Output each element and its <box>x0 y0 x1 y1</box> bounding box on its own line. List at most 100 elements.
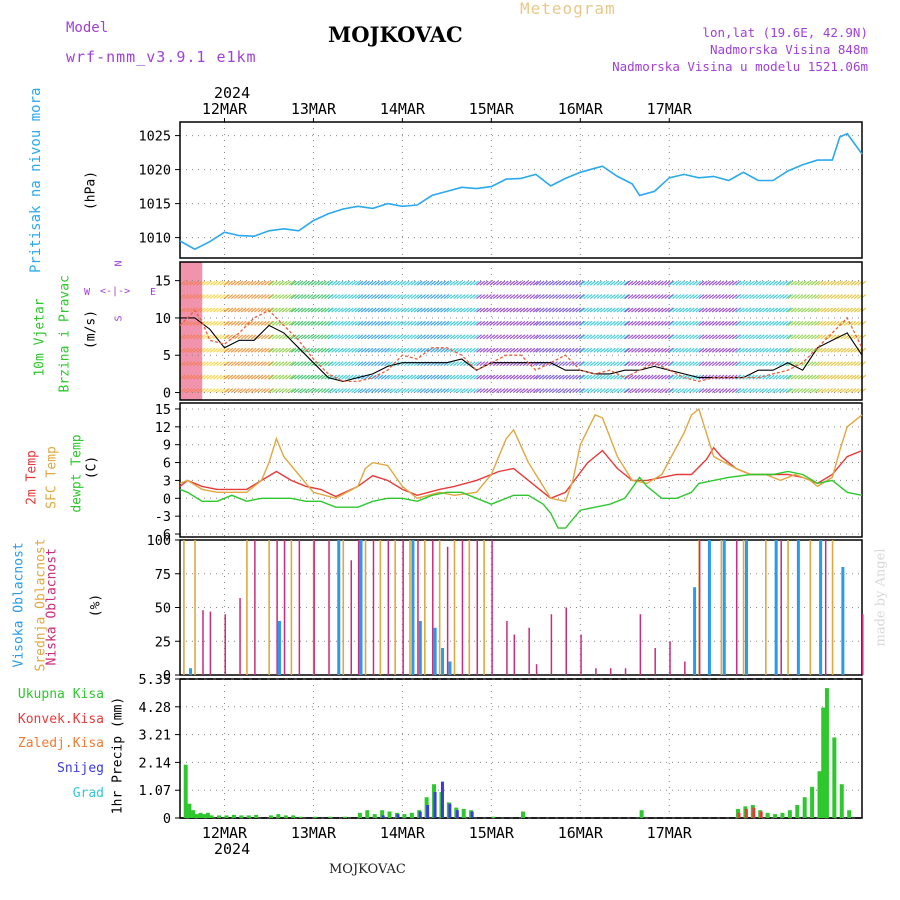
precip-bar-0-52 <box>817 771 822 818</box>
model-label: Model <box>66 20 109 36</box>
pressure-line <box>179 132 863 251</box>
day-label-top-2: 14MAR <box>380 100 426 118</box>
precip-bar-0-9 <box>224 815 229 818</box>
precip-bar-0-25 <box>380 810 385 818</box>
model-elevation-label: Nadmorska Visina u modelu 1521.06m <box>612 59 868 74</box>
station-title: MOJKOVAC <box>328 22 463 47</box>
panel-frame-temp <box>179 402 863 538</box>
precip-bar-0-11 <box>239 815 244 818</box>
ytick-label-pressure-0: 1010 <box>138 231 171 247</box>
ytick-label-cloud-2: 50 <box>155 601 171 617</box>
product-title: Meteogram <box>520 0 616 18</box>
cloud-bar-2-16 <box>432 540 434 675</box>
precip-bar-0-55 <box>832 737 837 818</box>
cloud-bar-1-20 <box>787 540 789 675</box>
year-bottom: 2024 <box>214 840 251 858</box>
ytick-label-precip-2: 2.14 <box>138 755 171 771</box>
cloud-bar-2-37 <box>780 540 782 675</box>
cloud-bar-2-33 <box>669 641 671 675</box>
cloud-bar-0-1 <box>277 621 281 675</box>
precip-bar-0-47 <box>780 812 785 818</box>
cloud-bar-2-26 <box>565 607 567 675</box>
ytick-label-wind-0: 0 <box>163 386 171 402</box>
precip-bar-0-19 <box>313 816 318 818</box>
precip-bar-0-45 <box>765 812 770 818</box>
day-label-top-0: 12MAR <box>202 100 248 118</box>
ytick-label-precip-1: 1.07 <box>138 783 171 799</box>
wind-barb-band-10 <box>535 280 585 394</box>
precip-bar-2-6 <box>448 803 452 818</box>
ytick-label-wind-3: 15 <box>155 274 171 290</box>
precip-bar-0-26 <box>387 811 392 818</box>
wind-barb-band-11 <box>579 280 630 394</box>
cloud-bar-1-17 <box>720 540 723 675</box>
cloud-bar-2-9 <box>328 540 330 675</box>
precip-bar-2-1 <box>396 814 400 818</box>
precip-bar-0-6 <box>205 812 210 818</box>
day-label-top-4: 16MAR <box>558 100 604 118</box>
wind-barb-band-1 <box>224 280 274 394</box>
precip-legend-snow: Snijeg <box>57 761 104 776</box>
cloud-bar-2-5 <box>276 540 278 675</box>
ytick-label-precip-4: 4.28 <box>138 700 171 716</box>
precip-bar-0-23 <box>365 810 370 818</box>
cloud-bar-0-10 <box>707 540 711 675</box>
precip-bar-0-3 <box>194 814 199 818</box>
precip-bar-0-29 <box>409 812 414 818</box>
cloud-bar-2-1 <box>209 611 212 675</box>
cloud-bar-2-18 <box>461 540 464 675</box>
temp-line-2 <box>179 470 863 529</box>
cloud-bar-0-0 <box>189 668 193 675</box>
cloud-bar-2-2 <box>224 614 226 675</box>
cloud-bar-2-28 <box>595 668 597 675</box>
cloud-bar-0-5 <box>418 621 422 675</box>
day-label-bottom-3: 15MAR <box>469 824 515 842</box>
ytick-label-precip-3: 3.21 <box>138 728 171 744</box>
cloud-bar-1-21 <box>809 540 812 675</box>
ytick-label-temp-5: 9 <box>163 438 171 454</box>
cloud-bar-2-12 <box>372 540 375 675</box>
day-label-top-5: 17MAR <box>647 100 693 118</box>
precip-bar-0-24 <box>372 814 377 818</box>
cloud-bar-0-9 <box>693 587 697 675</box>
wind-barb-band-14 <box>698 280 741 394</box>
precip-bar-0-22 <box>357 812 362 818</box>
cloud-bar-0-4 <box>411 540 415 675</box>
cloud-bar-2-13 <box>387 540 390 675</box>
precip-bar-0-5 <box>202 814 207 818</box>
cloud-bar-2-27 <box>580 634 582 675</box>
wind-barb-band-6 <box>387 280 420 394</box>
day-label-top-3: 15MAR <box>469 100 515 118</box>
panel-frame-precip <box>179 678 863 819</box>
precip-bar-0-15 <box>276 814 281 818</box>
cloud-bar-0-12 <box>744 540 748 675</box>
day-label-bottom-2: 14MAR <box>380 824 426 842</box>
precip-bar-2-2 <box>418 811 422 818</box>
lonlat-label: lon,lat (19.6E, 42.9N) <box>702 25 868 40</box>
compass-west: W <box>84 287 91 298</box>
cloud-bar-2-15 <box>417 540 419 675</box>
precip-bar-1-3 <box>759 811 763 818</box>
ytick-label-temp-7: 15 <box>155 402 171 418</box>
ytick-label-temp-0: -6 <box>155 527 171 543</box>
cloud-bar-2-29 <box>609 668 612 675</box>
panel-frame-wind <box>179 261 863 401</box>
wind-barb-band-12 <box>624 280 674 394</box>
precip-bar-0-17 <box>291 815 296 818</box>
cloud-bar-1-3 <box>268 540 270 675</box>
precip-legend-frz: Zaledj.Kisa <box>17 736 104 751</box>
ytick-label-pressure-2: 1020 <box>138 163 171 179</box>
ytick-label-precip-0: 0 <box>163 811 171 827</box>
cloud-bar-0-3 <box>359 540 363 675</box>
precip-bar-0-28 <box>402 814 407 818</box>
wind-barb-band-8 <box>446 280 479 394</box>
cloud-bar-1-15 <box>483 540 485 675</box>
precip-bar-1-1 <box>744 808 748 818</box>
cloud-bar-2-25 <box>550 614 553 675</box>
precip-bar-0-36 <box>461 808 466 818</box>
cloud-bar-2-17 <box>446 546 449 675</box>
cloud-bar-1-7 <box>364 540 367 675</box>
precip-bar-0-2 <box>191 810 196 818</box>
wind-barb-band-16 <box>787 280 820 394</box>
